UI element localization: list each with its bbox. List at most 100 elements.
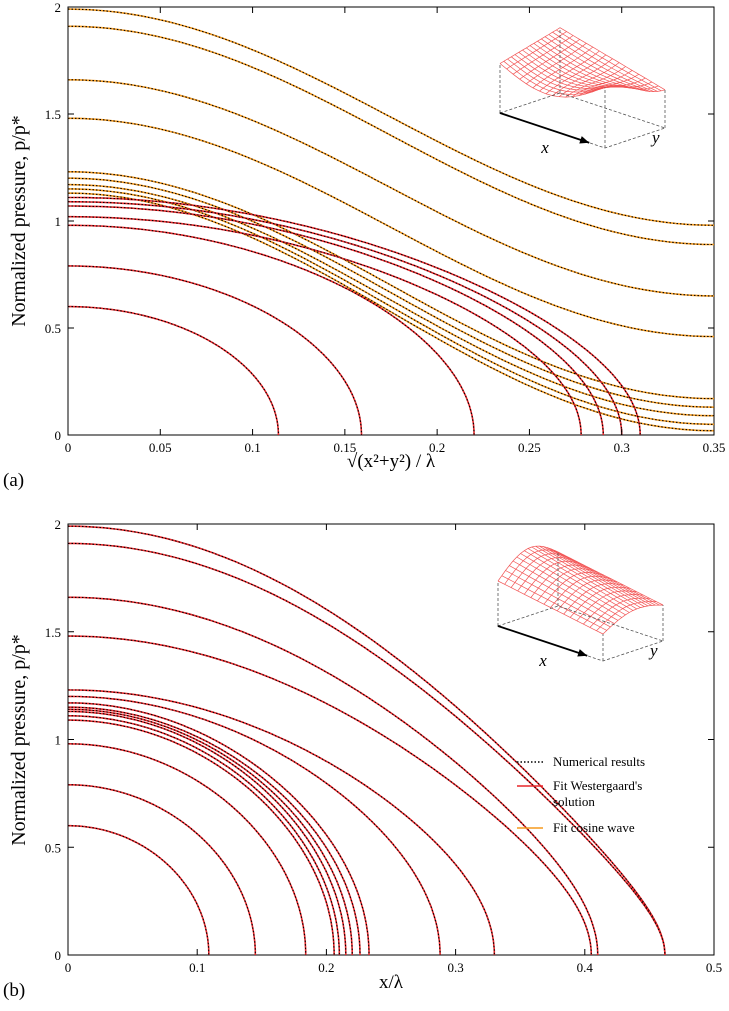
x-tick-label: 0 [65, 960, 72, 975]
mesh-line [550, 548, 656, 606]
numerical-curve [68, 216, 582, 435]
panel-label-b: (b) [3, 980, 25, 1001]
inset-y-label: y [650, 128, 660, 147]
x-tick-label: 0.2 [429, 440, 445, 455]
mesh-line [602, 604, 664, 635]
x-tick-label: 0.25 [518, 440, 541, 455]
mesh-line [598, 85, 659, 91]
mesh-line [527, 548, 634, 611]
numerical-curve [68, 25, 714, 246]
mesh-line [539, 545, 645, 607]
x-direction-arrow [499, 112, 590, 144]
mesh-line [531, 546, 637, 610]
numerical-curve [68, 79, 714, 297]
x-tick-label: 0.1 [244, 440, 260, 455]
numerical-curve [68, 710, 347, 955]
numerical-curve [68, 743, 307, 955]
numerical-curve [68, 708, 353, 955]
xlabel-a: √(x²+y²) / λ [347, 451, 436, 472]
ylabel-a: Normalized pressure, p/p* [8, 115, 30, 327]
mesh-line [535, 545, 641, 608]
inset-box [498, 92, 667, 149]
y-tick-label: 1 [55, 214, 62, 229]
inset-x-label: x [538, 651, 547, 670]
fit-curve [68, 706, 361, 955]
x-tick-label: 0.3 [447, 960, 463, 975]
numerical-curve [68, 171, 714, 400]
mesh-line [576, 590, 637, 622]
x-tick-label: 0.1 [189, 960, 205, 975]
mesh-line [552, 31, 658, 92]
mesh-line [556, 29, 662, 92]
fit-curve [68, 542, 666, 955]
x-tick-label: 0.4 [577, 960, 594, 975]
mesh-line [556, 579, 618, 612]
numerical-curve [68, 192, 714, 432]
numerical-curve [68, 117, 715, 338]
mesh-line [537, 568, 598, 602]
numerical-curve [67, 184, 714, 417]
mesh-line [559, 27, 666, 91]
panel-b: 0 0.1 0.2 0.3 0.4 0.500.511.52 xy Numerical r… [3, 517, 722, 1001]
x-tick-label: 0.3 [614, 440, 630, 455]
ticks-a: 0 0.05 0.1 0.15 0.2 0.25 0.3 0.35 0 0.5 1 1.5 2 [45, 0, 726, 455]
mesh-line [541, 38, 647, 92]
numerical-curve [68, 635, 592, 956]
y-tick-label: 1 [55, 733, 62, 748]
ylabel-b: Normalized pressure, p/p* [8, 634, 30, 846]
mesh-line [589, 597, 650, 628]
legend-label: Fit Westergaard's [553, 778, 642, 793]
y-tick-label: 0 [55, 428, 62, 443]
numerical-curve [68, 715, 340, 955]
x-tick-label: 0 [65, 440, 72, 455]
x-tick-label: 0.35 [703, 440, 726, 455]
numerical-curve [68, 702, 370, 955]
legend-label: Fit cosine wave [553, 820, 635, 835]
y-tick-label: 0 [55, 948, 62, 963]
fit-curve [68, 265, 363, 435]
mesh-line [542, 546, 649, 607]
y-tick-label: 0.5 [45, 321, 61, 336]
mesh-line [557, 551, 664, 606]
mesh-line [596, 601, 657, 631]
mesh-line [565, 66, 626, 98]
numerical-curve [67, 8, 715, 226]
fit-curve [68, 784, 257, 955]
mesh-line [533, 43, 639, 90]
inset-surface-a: xy [498, 27, 667, 157]
y-tick-label: 1.5 [45, 625, 61, 640]
numerical-curve [68, 596, 599, 955]
fit-curve [68, 695, 441, 955]
numerical-curve [68, 196, 641, 436]
mesh-line [548, 34, 654, 92]
fit-curve [68, 596, 599, 955]
legend-label: Numerical results [553, 754, 645, 769]
numerical-curve [68, 205, 604, 436]
y-tick-label: 0.5 [45, 840, 61, 855]
numerical-curve [68, 825, 210, 955]
fit-curve [68, 824, 210, 955]
mesh-line [578, 73, 639, 96]
legend-label-line2: solution [553, 794, 595, 809]
fit-curve [67, 689, 496, 956]
x-tick-label: 0.05 [149, 440, 172, 455]
curves-a [67, 8, 715, 436]
mesh-line [544, 36, 651, 92]
mesh-line [558, 62, 620, 97]
ticks-b: 0 0.1 0.2 0.3 0.4 0.5 0 0.5 1 1.5 2 [45, 517, 722, 975]
numerical-curve [68, 695, 441, 955]
mesh-line [585, 77, 646, 95]
numerical-curve [68, 719, 335, 956]
arrow-head [577, 649, 588, 657]
x-direction-arrow [497, 625, 588, 657]
numerical-curve [68, 525, 666, 955]
fit-curve [68, 305, 280, 435]
x-tick-label: 0.15 [333, 440, 356, 455]
arrow-head [579, 136, 590, 144]
inset-x-label: x [540, 138, 549, 157]
y-tick-label: 2 [55, 517, 62, 532]
numerical-curve [68, 265, 363, 435]
fit-curve [68, 188, 714, 426]
